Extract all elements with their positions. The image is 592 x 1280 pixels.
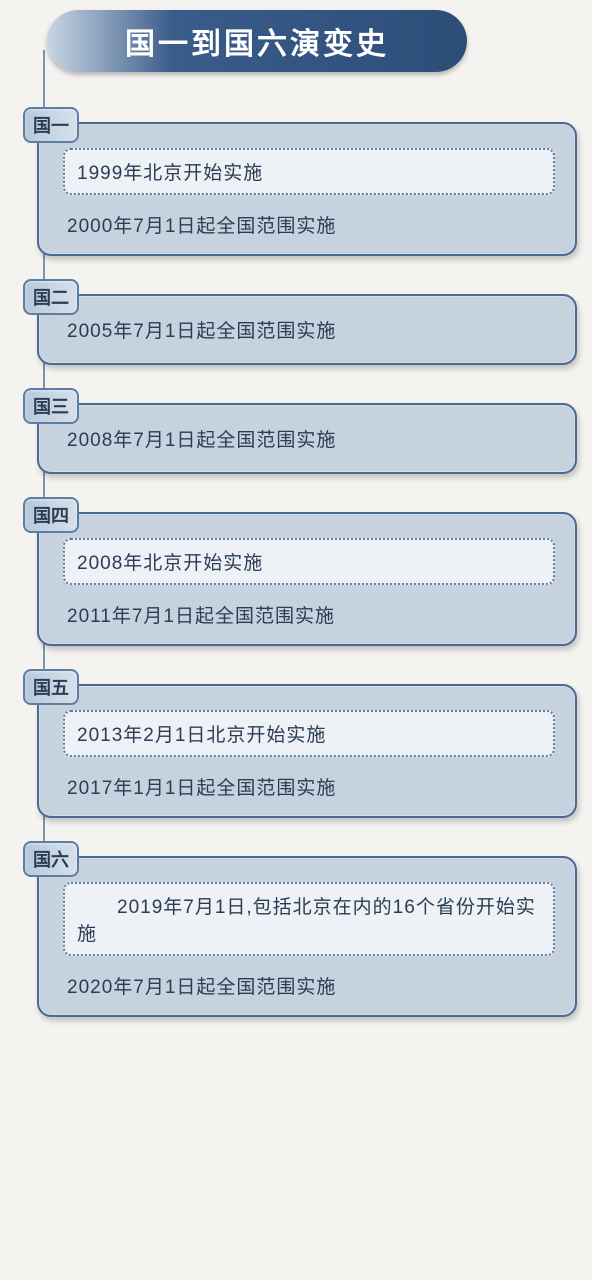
stage-plain: 2017年1月1日起全国范围实施 [63, 771, 555, 802]
stage-box: 2013年2月1日北京开始实施 2017年1月1日起全国范围实施 [37, 684, 577, 818]
stage-tab: 国四 [23, 497, 79, 533]
stage: 国二2005年7月1日起全国范围实施 [27, 294, 587, 365]
stage-tab-label: 国六 [33, 846, 69, 872]
stage-plain: 2020年7月1日起全国范围实施 [63, 970, 555, 1001]
stage: 国五2013年2月1日北京开始实施2017年1月1日起全国范围实施 [27, 684, 587, 818]
stage-tab: 国五 [23, 669, 79, 705]
stage-tab: 国一 [23, 107, 79, 143]
stage-box: 2005年7月1日起全国范围实施 [37, 294, 577, 365]
stage-box: 2008年7月1日起全国范围实施 [37, 403, 577, 474]
stage-highlight: 1999年北京开始实施 [63, 148, 555, 195]
stage: 国三2008年7月1日起全国范围实施 [27, 403, 587, 474]
stage-highlight: 2019年7月1日,包括北京在内的16个省份开始实施 [63, 882, 555, 956]
stages-wrapper: 国一1999年北京开始实施2000年7月1日起全国范围实施国二2005年7月1日… [27, 122, 587, 1017]
stage-plain: 2008年7月1日起全国范围实施 [63, 423, 555, 454]
stage-box: 2008年北京开始实施 2011年7月1日起全国范围实施 [37, 512, 577, 646]
stage: 国四2008年北京开始实施2011年7月1日起全国范围实施 [27, 512, 587, 646]
stage-plain: 2000年7月1日起全国范围实施 [63, 209, 555, 240]
title-pill: 国一到国六演变史 [47, 10, 467, 72]
title-text: 国一到国六演变史 [125, 19, 389, 63]
stage-highlight: 2013年2月1日北京开始实施 [63, 710, 555, 757]
stage: 国六 2019年7月1日,包括北京在内的16个省份开始实施2020年7月1日起全… [27, 856, 587, 1017]
stage-highlight: 2008年北京开始实施 [63, 538, 555, 585]
stage-tab: 国六 [23, 841, 79, 877]
stage-tab-label: 国二 [33, 284, 69, 310]
stage-tab: 国二 [23, 279, 79, 315]
stage-plain: 2005年7月1日起全国范围实施 [63, 314, 555, 345]
stage-tab-label: 国一 [33, 112, 69, 138]
stage-box: 1999年北京开始实施 2000年7月1日起全国范围实施 [37, 122, 577, 256]
stage-plain: 2011年7月1日起全国范围实施 [63, 599, 555, 630]
stage-tab-label: 国五 [33, 674, 69, 700]
stage-tab-label: 国四 [33, 502, 69, 528]
stage-tab-label: 国三 [33, 393, 69, 419]
timeline-container: 国一到国六演变史 国一 1999年北京开始实施 2000年7月1日起全国范围实施国二… [5, 10, 587, 1017]
stage-tab: 国三 [23, 388, 79, 424]
stage: 国一1999年北京开始实施2000年7月1日起全国范围实施 [27, 122, 587, 256]
stage-box: 2019年7月1日,包括北京在内的16个省份开始实施 2020年7月1日起全国范围… [37, 856, 577, 1017]
